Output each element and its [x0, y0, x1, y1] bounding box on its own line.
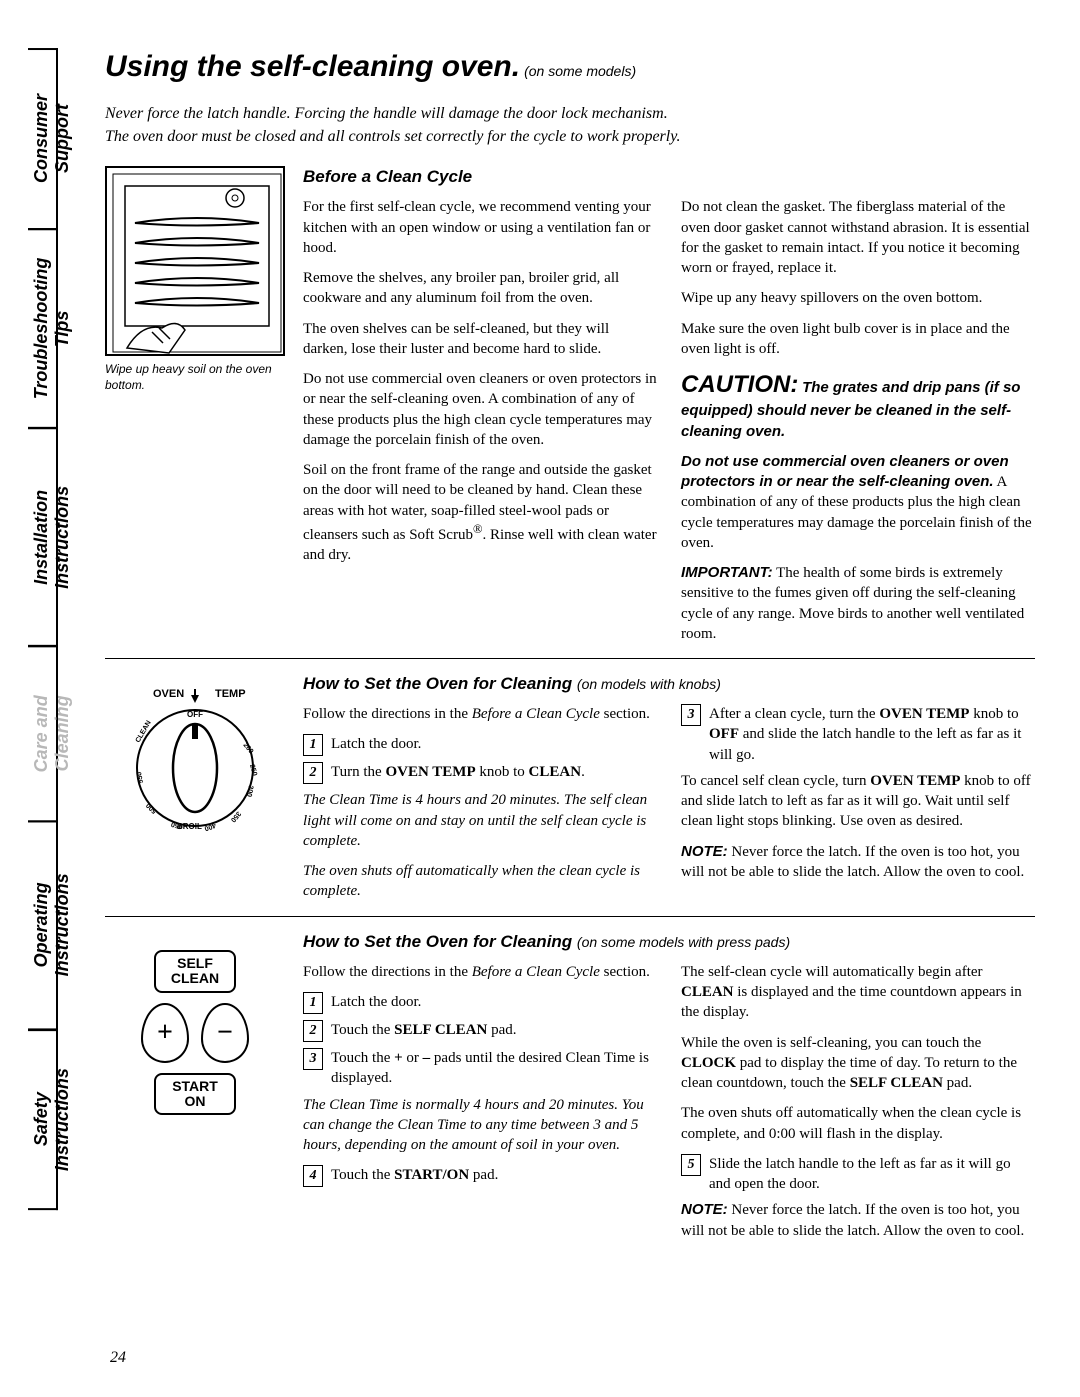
- s2-step3: 3After a clean cycle, turn the OVEN TEMP…: [681, 704, 1035, 765]
- s3-intro: Follow the directions in the Before a Cl…: [303, 962, 657, 982]
- tab-installation: Installation Instructions: [28, 427, 58, 647]
- intro-line-2: The oven door must be closed and all con…: [105, 125, 1035, 148]
- presspad-diagram: SELF CLEAN + − START ON: [120, 946, 270, 1120]
- section-presspads: SELF CLEAN + − START ON How to Set the O…: [105, 931, 1035, 1241]
- divider-2: [105, 916, 1035, 917]
- s1-p3: The oven shelves can be self-cleaned, bu…: [303, 319, 657, 360]
- plus-pad-icon: +: [141, 1003, 189, 1063]
- svg-text:500: 500: [145, 801, 158, 814]
- s1-p7: Wipe up any heavy spillovers on the oven…: [681, 288, 1035, 308]
- intro-block: Never force the latch handle. Forcing th…: [105, 102, 1035, 148]
- s3-step5: 5Slide the latch handle to the left as f…: [681, 1154, 1035, 1195]
- svg-text:550: 550: [136, 771, 145, 784]
- svg-text:TEMP: TEMP: [215, 688, 246, 700]
- tab-safety: Safety Instructions: [28, 1029, 58, 1210]
- s1-p10: IMPORTANT: The health of some birds is e…: [681, 563, 1035, 644]
- section2-text: How to Set the Oven for Cleaning (on mod…: [303, 673, 1035, 902]
- s1-p6: Do not clean the gasket. The fiberglass …: [681, 197, 1035, 278]
- s1-p1: For the first self-clean cycle, we recom…: [303, 197, 657, 258]
- svg-text:OVEN: OVEN: [153, 688, 184, 700]
- s2-cancel: To cancel self clean cycle, turn OVEN TE…: [681, 771, 1035, 832]
- s2-note2: The oven shuts off automatically when th…: [303, 861, 657, 902]
- section1-text: Before a Clean Cycle For the first self-…: [303, 166, 1035, 644]
- svg-text:250: 250: [248, 764, 258, 777]
- s3-step2: 2Touch the SELF CLEAN pad.: [303, 1020, 657, 1042]
- section3-text: How to Set the Oven for Cleaning (on som…: [303, 931, 1035, 1241]
- s2-note1: The Clean Time is 4 hours and 20 minutes…: [303, 790, 657, 851]
- section1-heading: Before a Clean Cycle: [303, 166, 1035, 189]
- s2-step1: 1Latch the door.: [303, 734, 657, 756]
- svg-text:300: 300: [245, 785, 254, 798]
- title-note: (on some models): [524, 63, 636, 79]
- svg-text:200: 200: [241, 742, 254, 756]
- intro-line-1: Never force the latch handle. Forcing th…: [105, 102, 1035, 125]
- start-pad-icon: START ON: [154, 1073, 236, 1116]
- svg-text:BROIL: BROIL: [177, 822, 202, 831]
- divider-1: [105, 658, 1035, 659]
- page-title: Using the self-cleaning oven.: [105, 50, 520, 83]
- section2-heading: How to Set the Oven for Cleaning (on mod…: [303, 673, 1035, 696]
- minus-pad-icon: −: [201, 1003, 249, 1063]
- tab-troubleshooting: Troubleshooting Tips: [28, 228, 58, 429]
- s3-auto: The self-clean cycle will automatically …: [681, 962, 1035, 1023]
- section-knobs: OVEN TEMP OFF 200 250 300 350 400 450 50…: [105, 673, 1035, 902]
- s3-shuts: The oven shuts off automatically when th…: [681, 1103, 1035, 1144]
- svg-text:OFF: OFF: [187, 710, 203, 719]
- s1-p8: Make sure the oven light bulb cover is i…: [681, 319, 1035, 360]
- tab-care: Care and Cleaning: [28, 645, 58, 822]
- s2-step2: 2Turn the OVEN TEMP knob to CLEAN.: [303, 762, 657, 784]
- s1-p4: Do not use commercial oven cleaners or o…: [303, 369, 657, 450]
- s3-step1: 1Latch the door.: [303, 992, 657, 1014]
- s3-while: While the oven is self-cleaning, you can…: [681, 1033, 1035, 1094]
- s2-note: NOTE: Never force the latch. If the oven…: [681, 842, 1035, 883]
- selfclean-pad-icon: SELF CLEAN: [154, 950, 236, 993]
- s3-note: NOTE: Never force the latch. If the oven…: [681, 1200, 1035, 1241]
- s3-note1: The Clean Time is normally 4 hours and 2…: [303, 1095, 657, 1156]
- oven-diagram: [105, 166, 285, 356]
- s3-step4: 4Touch the START/ON pad.: [303, 1165, 657, 1187]
- svg-text:350: 350: [229, 810, 242, 824]
- s1-caution: CAUTION: The grates and drip pans (if so…: [681, 369, 1035, 442]
- section-before-clean: Wipe up heavy soil on the oven bottom. B…: [105, 166, 1035, 644]
- s3-step3: 3Touch the + or – pads until the desired…: [303, 1048, 657, 1089]
- knob-diagram: OVEN TEMP OFF 200 250 300 350 400 450 50…: [125, 683, 265, 833]
- sidebar-tabs: Safety Instructions Operating Instructio…: [28, 50, 58, 1210]
- section3-heading: How to Set the Oven for Cleaning (on som…: [303, 931, 1035, 954]
- s1-p5: Soil on the front frame of the range and…: [303, 460, 657, 565]
- page-content: Using the self-cleaning oven. (on some m…: [105, 50, 1035, 1241]
- diagram-caption: Wipe up heavy soil on the oven bottom.: [105, 362, 285, 393]
- tab-consumer: Consumer Support: [28, 48, 58, 230]
- s2-intro: Follow the directions in the Before a Cl…: [303, 704, 657, 724]
- svg-text:400: 400: [203, 821, 216, 832]
- s1-p9: Do not use commercial oven cleaners or o…: [681, 452, 1035, 553]
- tab-operating: Operating Instructions: [28, 820, 58, 1030]
- page-number: 24: [110, 1349, 126, 1367]
- s1-p2: Remove the shelves, any broiler pan, bro…: [303, 268, 657, 309]
- title-row: Using the self-cleaning oven. (on some m…: [105, 50, 1035, 84]
